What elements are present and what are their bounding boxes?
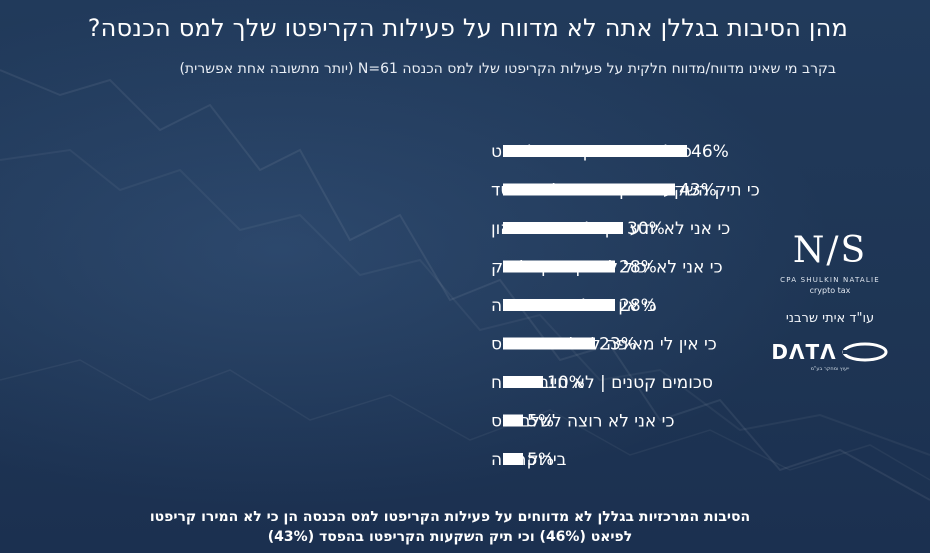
bar-4	[503, 299, 615, 311]
bar-8	[503, 453, 523, 465]
category-label-1: כי תיק השקעות הקריפטו שלי בהפסד	[491, 181, 760, 201]
category-label-4: כי אין רגולציה מתאימה	[491, 296, 656, 316]
bar-5	[503, 337, 595, 350]
value-label-2: 30%	[627, 219, 665, 239]
bar-6	[503, 376, 543, 388]
value-label-4: 28%	[619, 296, 657, 316]
data-logo-word: DΛTΛ	[771, 340, 837, 364]
ns-logo-name: CPA SHULKIN NATALIE	[780, 276, 880, 284]
ns-logo: N/S	[792, 230, 868, 271]
category-label-5: כי אין לי מאיפה לשלם את המס	[491, 335, 717, 355]
bar-3	[503, 260, 615, 273]
category-label-0: כי לא המרתי קריפטו לפיאט	[491, 142, 692, 162]
data-logo-tagline: ייעוץ ומחקר בע"מ	[810, 366, 850, 372]
bar-2	[503, 222, 623, 234]
footer-line-2: לפיאט (46%) וכי תיק השקעות הקריפטו בהפסד…	[267, 529, 633, 545]
logos-panel: N/S CPA SHULKIN NATALIE crypto tax עו"ד …	[760, 228, 900, 372]
chart-subtitle: בקרב מי שאינו מדווח/מדווח חלקית על פעילו…	[179, 61, 836, 77]
data-logo-swoosh-icon	[842, 342, 888, 362]
category-label-2: כי אני לא יודע איך לחשב רווח הון	[491, 219, 730, 239]
category-label-7: כי אני לא רוצה לשלם מס	[491, 412, 674, 432]
chart-footer: הסיבות המרכזיות בגללן לא מדווחים על פעיל…	[100, 507, 800, 547]
bar-7	[503, 414, 523, 427]
value-label-8: 5%	[527, 450, 554, 470]
value-label-5: 23%	[599, 335, 637, 355]
bar-0	[503, 145, 687, 157]
value-label-3: 28%	[619, 258, 657, 278]
category-label-8: בירוקרטיה	[491, 450, 567, 470]
value-label-7: 5%	[527, 412, 554, 432]
value-label-6: 10%	[547, 373, 585, 393]
data-logo: DΛTΛ	[760, 340, 900, 364]
category-label-6: סכומים קטנים | לא חייב בדיווח	[491, 373, 713, 393]
footer-line-1: הסיבות המרכזיות בגללן לא מדווחים על פעיל…	[149, 509, 751, 525]
chart-title: מהן הסיבות בגללן אתה לא מדווח על פעילות …	[87, 14, 848, 42]
value-label-1: 43%	[679, 181, 717, 201]
ns-logo-subtitle: crypto tax	[809, 286, 851, 295]
lawyer-credit: עו"ד איתי שרבני	[785, 311, 875, 326]
category-label-3: כי אני לא יכול למשוך כסף לבנק	[491, 258, 723, 278]
value-label-0: 46%	[691, 142, 729, 162]
bar-1	[503, 183, 675, 196]
